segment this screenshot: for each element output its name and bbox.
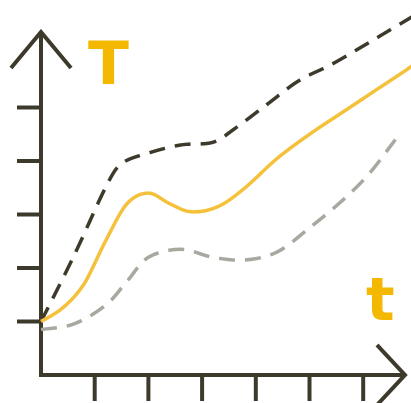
y-axis-arrowhead (9, 28, 73, 70)
series-lines (39, 15, 411, 332)
x-axis-label: t (366, 265, 395, 335)
series-line-lower (40, 138, 397, 332)
x-axis-arrowhead (375, 343, 408, 403)
ticks (17, 105, 366, 401)
series-line-middle (40, 64, 411, 324)
series-line-upper (39, 15, 411, 323)
y-axis-label: T (88, 29, 129, 99)
axes (9, 28, 408, 403)
